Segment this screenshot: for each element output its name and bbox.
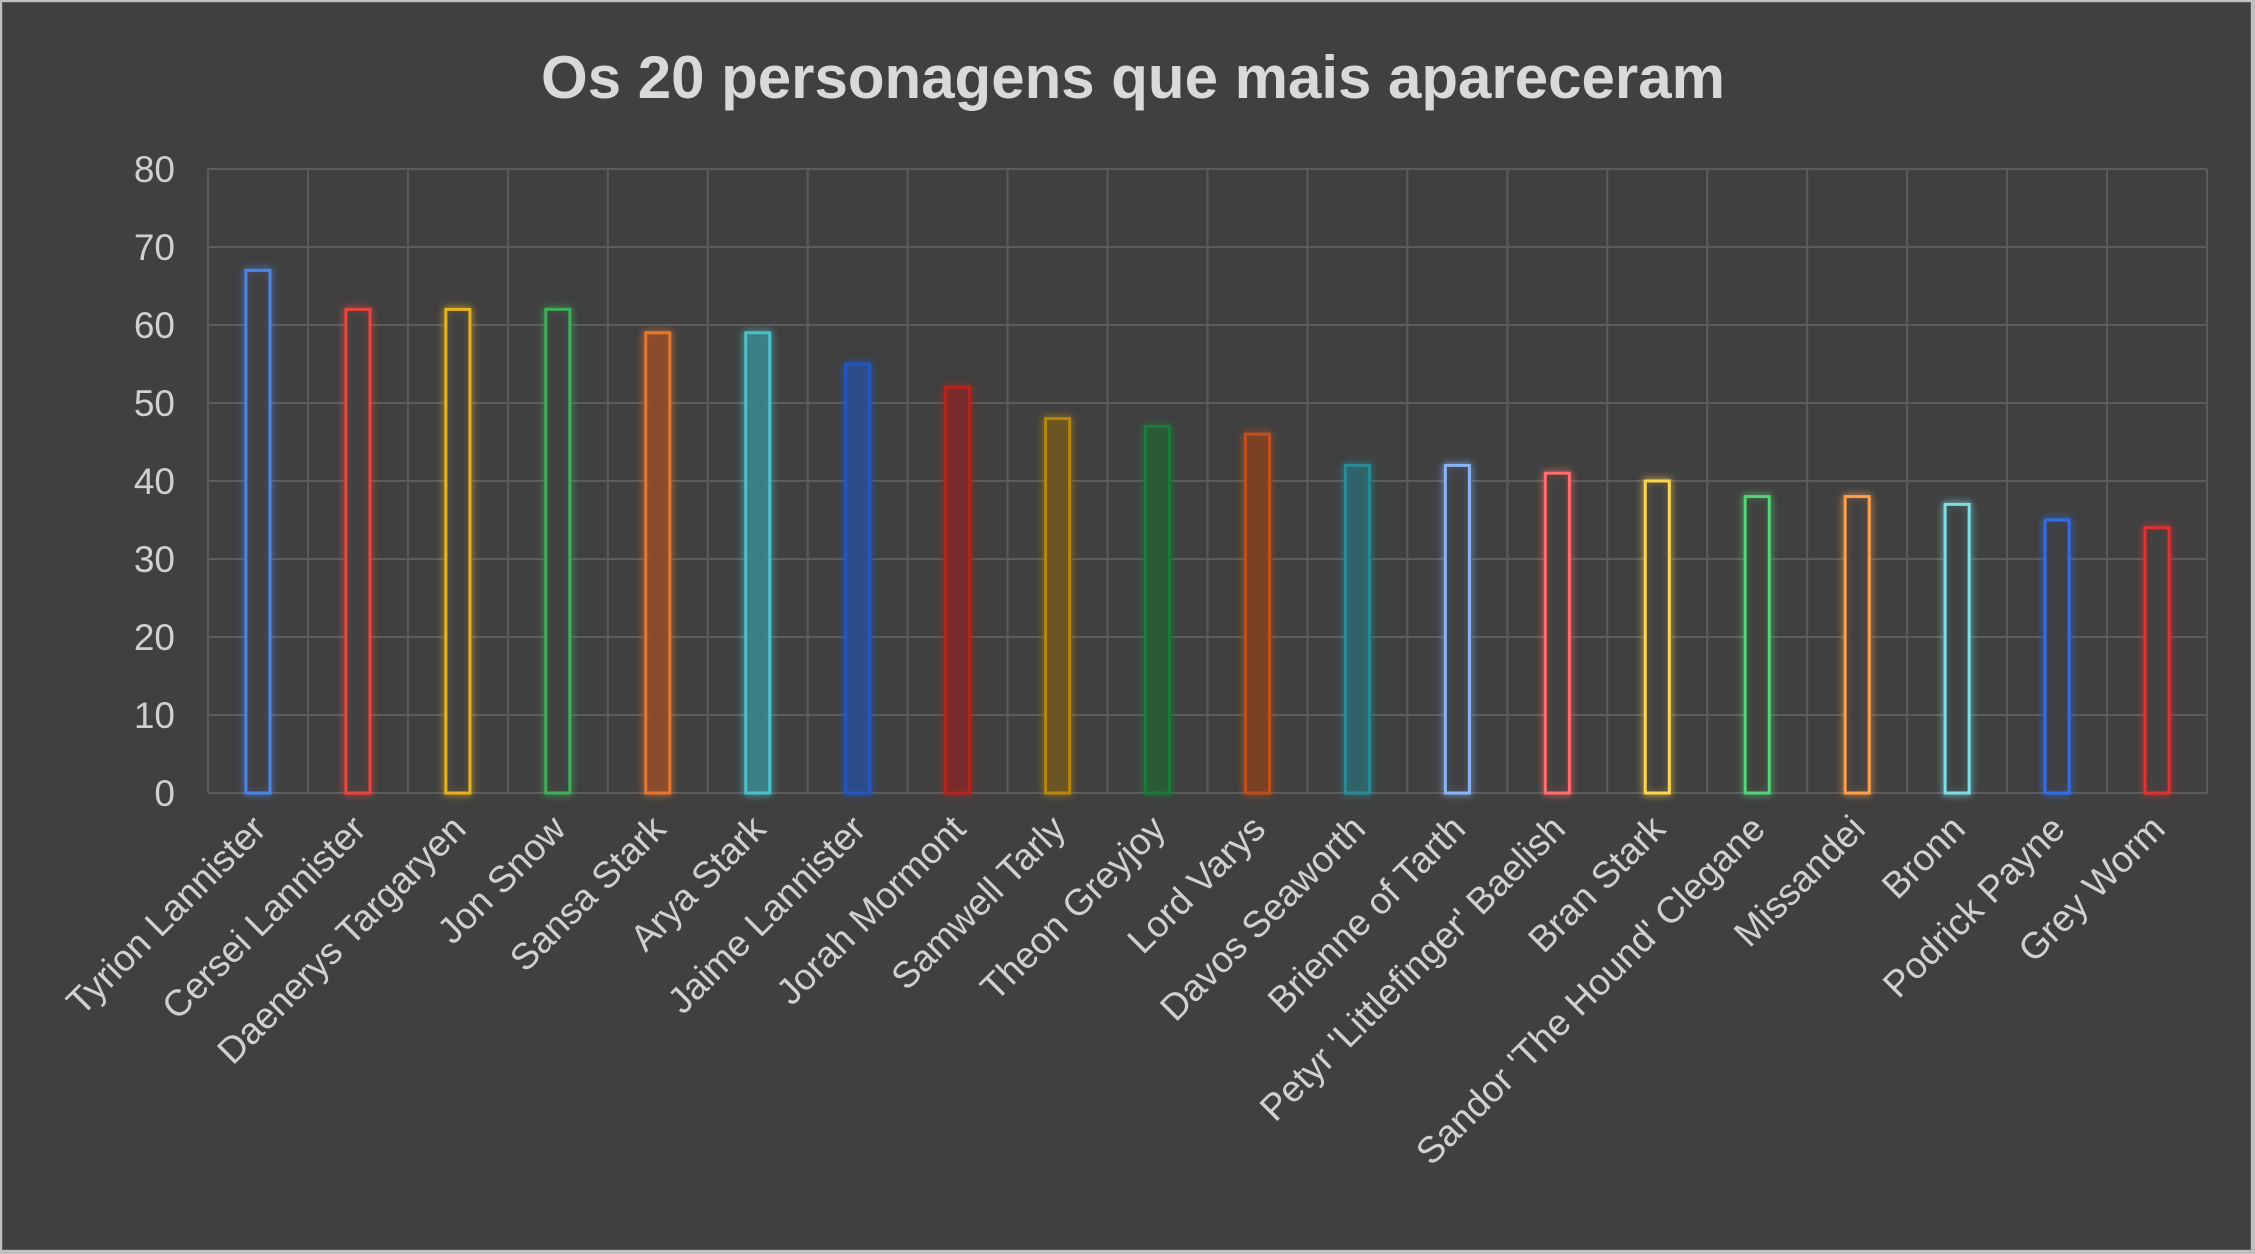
bar	[944, 385, 972, 795]
bar	[1044, 417, 1072, 795]
bar	[644, 331, 672, 795]
x-tick-label: Podrick Payne	[1875, 808, 2073, 1006]
y-tick-label: 80	[134, 149, 175, 190]
bar	[1144, 424, 1172, 795]
bar	[2043, 518, 2071, 795]
y-tick-label: 0	[154, 773, 175, 814]
bar	[544, 307, 572, 795]
gridlines	[207, 168, 2208, 794]
bar	[1743, 495, 1771, 795]
bar	[1643, 479, 1671, 795]
bar	[844, 362, 872, 795]
y-tick-label: 70	[134, 227, 175, 268]
x-tick-label: Bronn	[1874, 808, 1973, 907]
bar	[744, 331, 772, 795]
bar	[344, 307, 372, 795]
bars	[244, 268, 2171, 795]
bar	[1843, 495, 1871, 795]
y-tick-label: 20	[134, 617, 175, 658]
bar	[244, 268, 272, 795]
y-tick-label: 30	[134, 539, 175, 580]
y-tick-label: 10	[134, 695, 175, 736]
chart: Os 20 personagens que mais apareceram 0 1…	[58, 44, 2208, 1172]
chart-title: Os 20 personagens que mais apareceram	[541, 44, 1725, 111]
bar	[1443, 463, 1471, 795]
bar	[2143, 526, 2171, 795]
bar	[1243, 432, 1271, 795]
bar	[1343, 463, 1371, 795]
x-tick-label: Samwell Tarly	[883, 807, 1073, 997]
bar	[1943, 502, 1971, 795]
y-tick-label: 40	[134, 461, 175, 502]
bar	[1543, 471, 1571, 795]
y-tick-label: 50	[134, 383, 175, 424]
y-tick-label: 60	[134, 305, 175, 346]
y-axis: 0 10 20 30 40 50 60 70 80	[134, 149, 175, 814]
bar	[444, 307, 472, 795]
